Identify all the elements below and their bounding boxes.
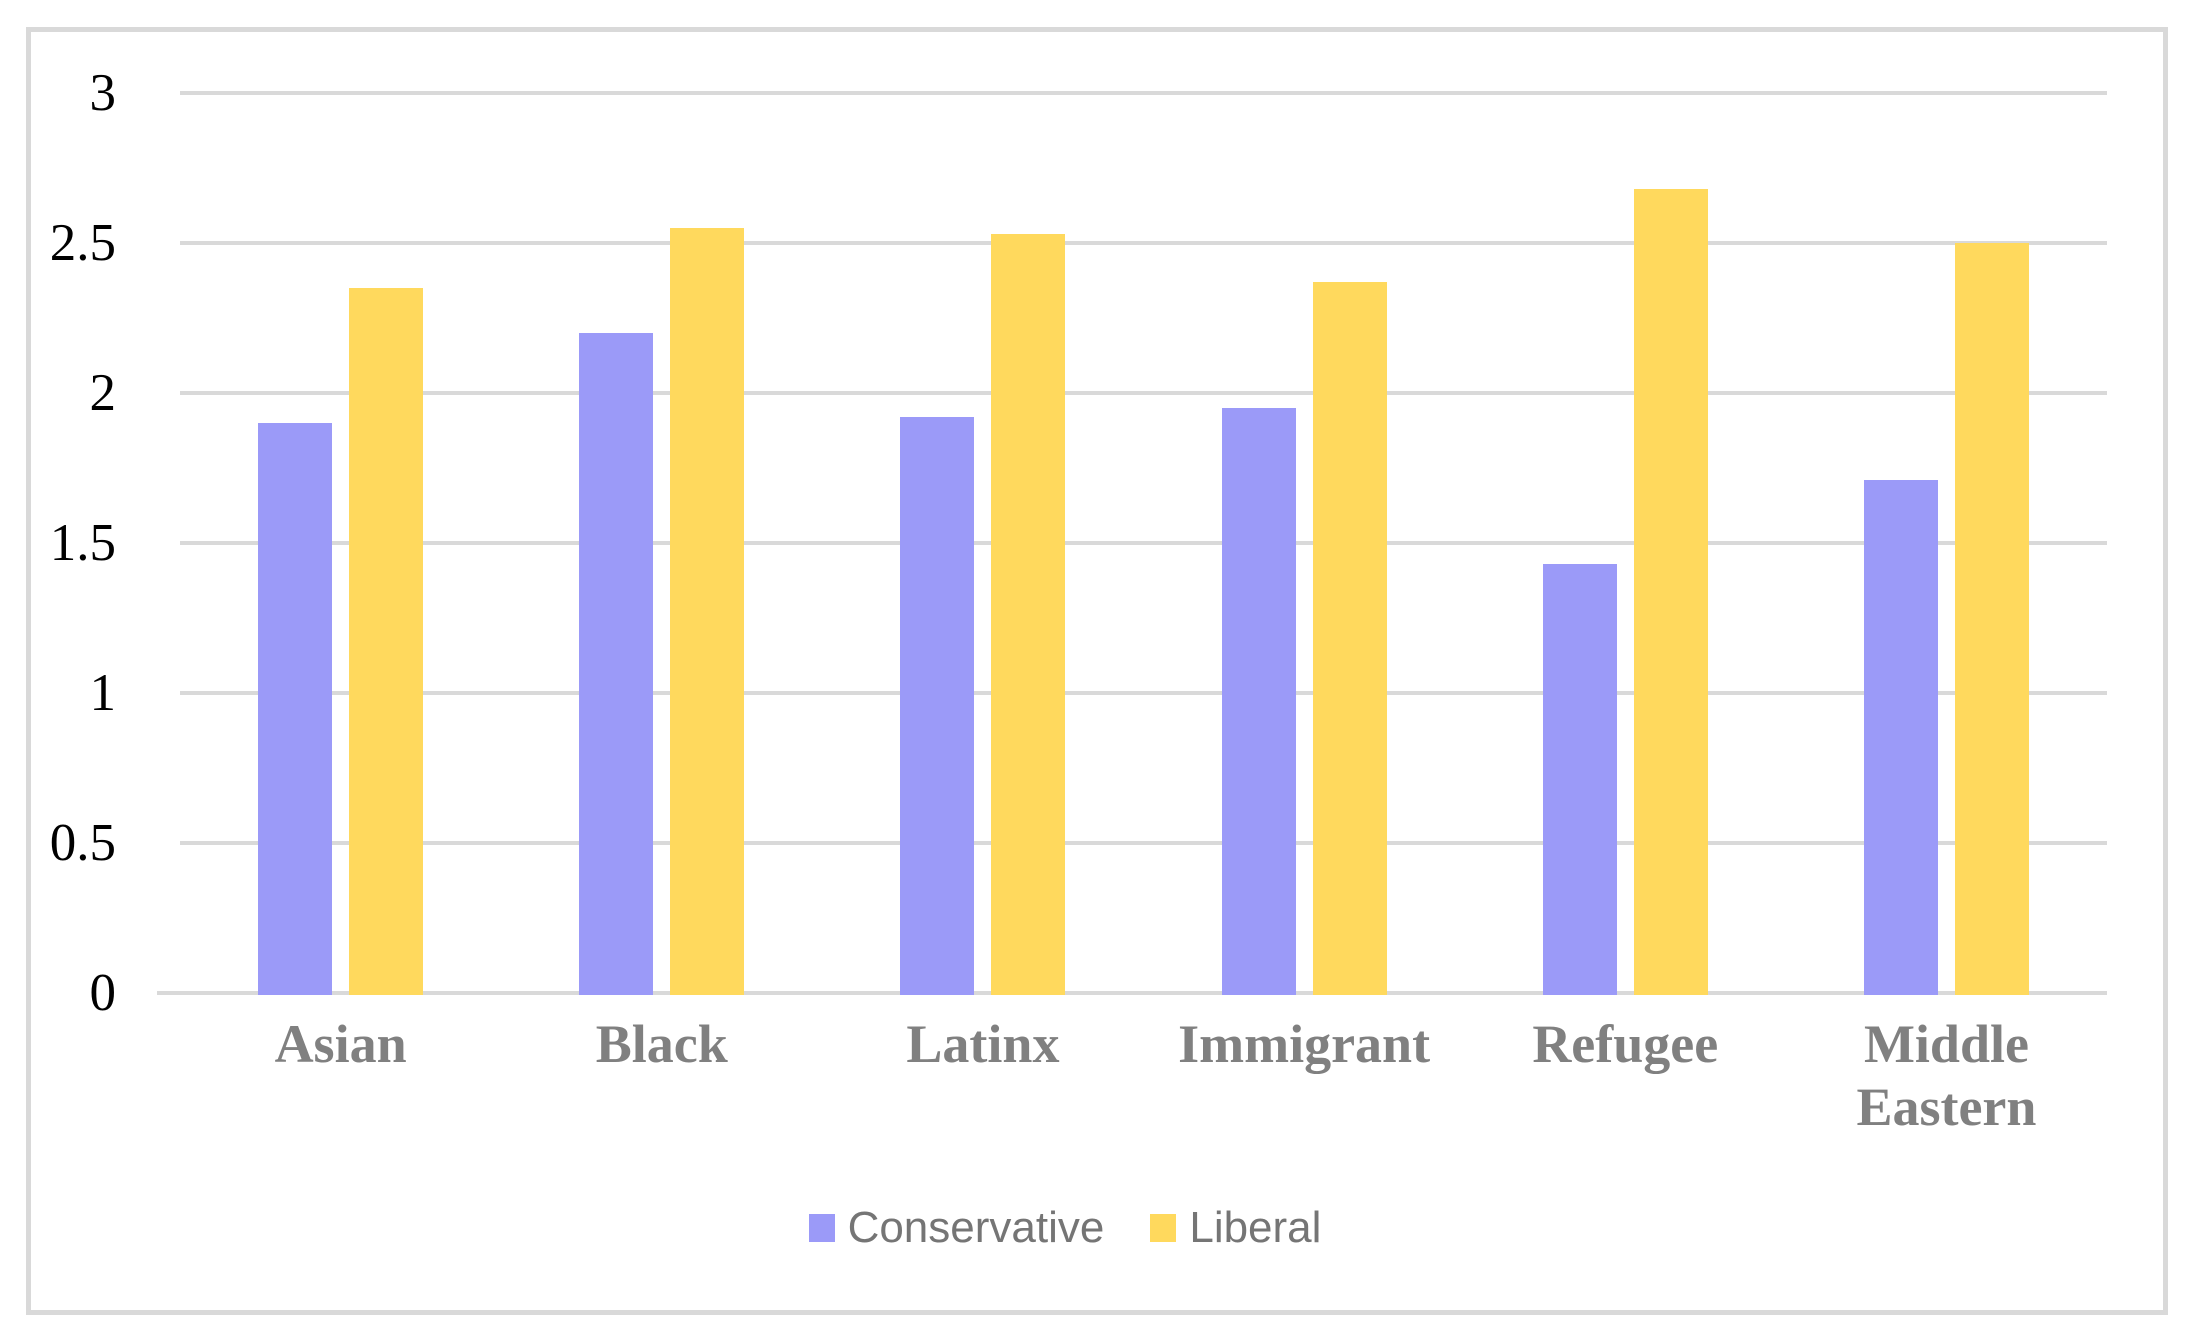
bar-conservative-asian xyxy=(258,423,333,995)
category-label-asian: Asian xyxy=(274,1014,407,1074)
category-label-refugee: Refugee xyxy=(1532,1014,1719,1074)
y-axis-tick-label: 2.5 xyxy=(49,214,116,272)
y-axis-tick-label: 1.5 xyxy=(49,514,116,572)
gridline xyxy=(180,541,2107,545)
bar-liberal-refugee xyxy=(1633,189,1708,995)
gridline xyxy=(180,841,2107,845)
bar-liberal-middle-eastern xyxy=(1954,243,2029,995)
bar-conservative-refugee xyxy=(1542,564,1617,995)
x-axis-line xyxy=(157,991,2107,995)
bar-liberal-black xyxy=(670,228,745,995)
bar-conservative-black xyxy=(579,333,654,995)
bar-group-black xyxy=(501,93,822,995)
bar-conservative-middle-eastern xyxy=(1863,480,1938,995)
legend-swatch-liberal xyxy=(1150,1214,1177,1242)
bar-group-middle-eastern xyxy=(1786,93,2107,995)
legend-label-conservative: Conservative xyxy=(847,1203,1105,1252)
bar-liberal-asian xyxy=(349,288,424,995)
category-label-black: Black xyxy=(595,1014,728,1074)
legend-item-conservative: Conservative xyxy=(808,1203,1105,1253)
gridline xyxy=(180,691,2107,695)
y-axis-tick-label: 1 xyxy=(89,664,117,722)
bar-group-latinx xyxy=(822,93,1143,995)
category-label-middle-eastern: Middle Eastern xyxy=(1856,1014,2037,1137)
gridline xyxy=(180,91,2107,95)
bar-group-refugee xyxy=(1465,93,1786,995)
category-label-immigrant: Immigrant xyxy=(1178,1014,1431,1074)
bar-conservative-immigrant xyxy=(1221,408,1296,995)
legend-label-liberal: Liberal xyxy=(1189,1203,1322,1252)
legend: Conservative Liberal xyxy=(0,1203,2160,1253)
y-axis-tick-label: 0.5 xyxy=(49,814,116,872)
legend-item-liberal: Liberal xyxy=(1150,1203,1321,1253)
bar-liberal-immigrant xyxy=(1312,282,1387,995)
gridline xyxy=(180,241,2107,245)
y-axis-tick-label: 2 xyxy=(89,364,117,422)
gridline xyxy=(180,391,2107,395)
bar-conservative-latinx xyxy=(900,417,975,995)
category-label-latinx: Latinx xyxy=(906,1014,1060,1074)
bar-group-asian xyxy=(180,93,501,995)
bars-row xyxy=(180,93,2107,995)
y-axis-tick-label: 0 xyxy=(89,964,117,1022)
bar-group-immigrant xyxy=(1144,93,1465,995)
category-axis-labels: Asian Black Latinx Immigrant Refugee Middle E… xyxy=(180,1013,2107,1139)
y-axis-tick-label: 3 xyxy=(89,64,117,122)
bar-liberal-latinx xyxy=(991,234,1066,995)
legend-swatch-conservative xyxy=(808,1214,835,1242)
